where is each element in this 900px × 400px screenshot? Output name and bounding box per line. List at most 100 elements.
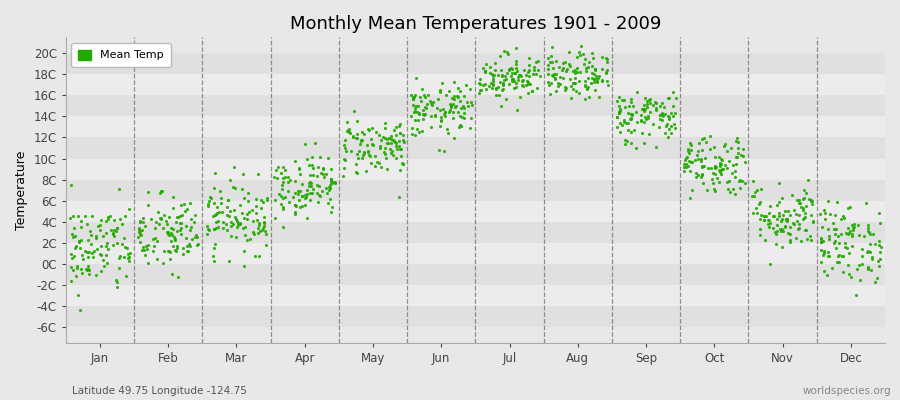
Point [267,197,282,203]
Point [337,173,351,179]
Point [216,219,230,226]
Point [776,228,790,234]
Point [624,129,638,136]
Point [817,248,832,254]
Point [362,127,376,133]
Point [860,248,875,255]
Point [757,213,771,219]
Point [110,240,124,246]
Point [212,218,226,224]
Point [515,78,529,84]
Point [424,100,438,106]
Point [110,225,124,231]
Point [386,136,400,143]
Point [283,176,297,183]
Point [827,240,842,246]
Point [95,233,110,239]
Point [447,93,462,99]
Point [778,216,793,222]
Point [294,193,309,200]
Point [669,95,683,102]
Point [338,157,352,163]
Point [239,216,254,222]
Point [251,171,266,177]
Point [110,224,124,231]
Point [775,216,789,222]
Point [654,117,669,123]
Point [681,146,696,152]
Point [715,166,729,172]
Point [185,236,200,242]
Point [494,66,508,73]
Point [241,190,256,196]
Point [778,216,793,223]
Point [450,93,464,100]
Point [485,84,500,91]
Point [377,150,392,157]
Point [546,64,561,71]
Point [184,224,199,230]
Point [717,162,732,168]
Point [748,189,762,195]
Point [782,236,796,243]
Point [837,215,851,221]
Point [350,169,365,176]
Point [168,235,183,242]
Point [546,70,561,77]
Point [337,141,351,148]
Point [837,239,851,246]
Point [274,193,288,199]
Point [770,222,784,228]
Point [276,195,291,202]
Point [513,94,527,100]
Point [292,204,307,210]
Point [821,252,835,259]
Point [73,237,87,243]
Point [865,256,879,262]
Point [367,163,382,169]
Point [514,73,528,79]
Point [133,228,148,234]
Point [611,110,625,116]
Point [292,166,306,172]
Point [706,170,720,176]
Point [503,65,517,72]
Point [112,186,126,192]
Point [691,156,706,162]
Point [392,143,406,149]
Point [251,224,266,231]
Point [246,229,260,235]
Point [245,206,259,213]
Point [738,159,752,165]
Point [585,70,599,76]
Point [428,112,442,118]
Point [109,228,123,234]
Point [691,148,706,154]
Point [599,59,614,65]
Point [287,208,302,215]
Point [227,207,241,213]
Point [652,103,667,109]
Point [272,191,286,197]
Point [105,230,120,237]
Point [446,96,461,103]
Point [115,220,130,227]
Point [489,85,503,91]
Point [183,243,197,250]
Point [291,191,305,197]
Point [717,140,732,147]
Point [288,202,302,208]
Point [736,145,751,152]
Point [256,199,270,206]
Point [354,137,368,144]
Point [624,114,638,121]
Point [390,146,404,152]
Point [708,188,723,195]
Point [576,51,590,58]
Point [235,186,249,192]
Point [457,110,472,116]
Point [624,96,638,102]
Point [714,156,728,162]
Point [783,212,797,218]
Point [873,220,887,226]
